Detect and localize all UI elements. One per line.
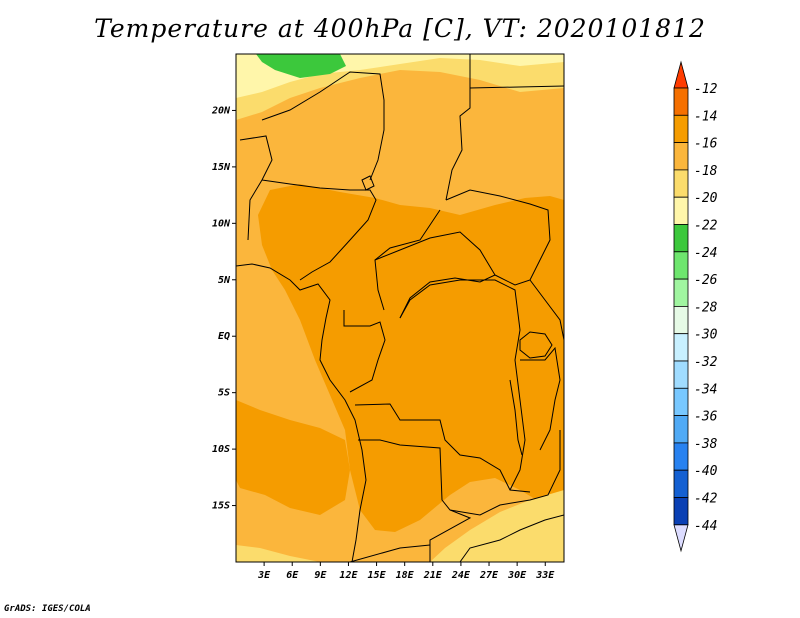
lon-tick-label: 18E (396, 570, 415, 581)
legend-label: -16 (694, 137, 718, 152)
legend-label: -38 (694, 437, 718, 452)
border-chad (374, 209, 441, 311)
legend-label: -40 (694, 464, 718, 479)
border-south (349, 514, 564, 562)
lon-tick-label: 21E (423, 570, 443, 581)
border-east-africa (520, 279, 564, 451)
border-sudan (469, 85, 564, 89)
lon-tick-label: 24E (451, 570, 471, 581)
legend-swatch (673, 142, 689, 171)
chart-title: Temperature at 400hPa [C], VT: 202010181… (94, 14, 706, 43)
border-nigeria (261, 179, 377, 281)
legend-swatch (673, 251, 689, 280)
lake-victoria (519, 331, 553, 359)
border-drc-north (399, 279, 526, 491)
border-sahara (261, 71, 385, 181)
legend-swatch (673, 169, 689, 198)
lon-tick-label: 30E (507, 570, 527, 581)
legend-swatch (673, 497, 689, 526)
legend-swatch (673, 224, 689, 253)
lon-tick-label: 33E (535, 570, 555, 581)
legend-label: -32 (694, 355, 718, 370)
lat-tick-label: 10N (212, 218, 231, 229)
legend-swatch (673, 469, 689, 498)
legend-swatch (673, 415, 689, 444)
legend-arrow-bottom (673, 524, 689, 553)
legend-swatch (673, 196, 689, 225)
border-libya-egypt (445, 54, 471, 201)
legend-swatch (673, 360, 689, 389)
legend-swatch (673, 442, 689, 471)
border-niger-west (239, 135, 273, 241)
field-cool-southeast (430, 490, 564, 562)
legend-label: -26 (694, 273, 718, 288)
legend-label: -20 (694, 191, 718, 206)
legend-swatch (673, 387, 689, 416)
border-congo (343, 310, 386, 393)
lake-tanganyika (509, 379, 523, 456)
coastline (236, 263, 367, 562)
legend-arrow-top (673, 60, 689, 89)
legend-swatch (673, 114, 689, 144)
color-legend: -12 -14 -16 -18 -20 -22 -24 -26 -28 -30 -32 -34 -36 -… (673, 60, 718, 553)
legend-label: -12 (694, 82, 718, 97)
legend-swatch (673, 87, 689, 116)
lon-tick-label: 9E (314, 570, 327, 581)
lat-tick-label: 20N (211, 105, 231, 116)
temperature-field (236, 54, 564, 562)
legend-label: -42 (694, 492, 718, 507)
legend-swatch (673, 278, 689, 307)
border-angola (358, 439, 472, 562)
legend-label: -30 (694, 328, 718, 343)
border-drc-south (354, 403, 531, 493)
legend-label: -24 (694, 246, 717, 261)
legend-label: -18 (694, 164, 718, 179)
lon-tick-label: 27E (479, 570, 499, 581)
lat-tick-label: 5S (218, 388, 230, 399)
field-warm-atlantic (236, 400, 350, 515)
map-frame (235, 53, 565, 563)
lon-tick-label: 15E (368, 570, 387, 581)
lon-tick-label: 3E (257, 570, 271, 581)
legend-label: -22 (694, 219, 718, 234)
lat-tick-label: 10S (212, 444, 230, 455)
legend-label: -36 (694, 410, 718, 425)
lat-tick-label: 15S (212, 501, 230, 512)
legend-swatch (673, 333, 689, 362)
field-warm-core (258, 184, 564, 532)
legend-swatch (673, 305, 689, 335)
country-borders (236, 54, 564, 562)
legend-label: -44 (694, 519, 717, 534)
legend-label: -14 (694, 109, 717, 124)
field-cool-southwest (236, 545, 320, 562)
border-south-sudan (445, 189, 551, 286)
lake-chad (361, 175, 375, 191)
lon-tick-label: 6E (286, 570, 299, 581)
latitude-axis: 20N 15N 10N 5N EQ 5S 10S 15S (211, 105, 236, 512)
legend-label: -34 (694, 382, 717, 397)
lat-tick-label: EQ (218, 331, 230, 342)
border-zambia (449, 430, 561, 516)
lat-tick-label: 15N (212, 162, 231, 173)
legend-label: -28 (694, 300, 718, 315)
grads-credit: GrADS: IGES/COLA (4, 604, 91, 614)
longitude-axis: 3E 6E 9E 12E 15E 18E 21E 24E 27E 30E 33E (257, 562, 555, 581)
lon-tick-label: 12E (339, 570, 358, 581)
field-green-north (256, 54, 346, 78)
lat-tick-label: 5N (218, 275, 231, 286)
